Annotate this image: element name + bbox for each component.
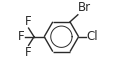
Text: Br: Br bbox=[78, 1, 91, 14]
Text: F: F bbox=[25, 15, 31, 28]
Text: F: F bbox=[17, 30, 24, 43]
Text: Cl: Cl bbox=[86, 30, 97, 43]
Text: F: F bbox=[25, 46, 31, 59]
